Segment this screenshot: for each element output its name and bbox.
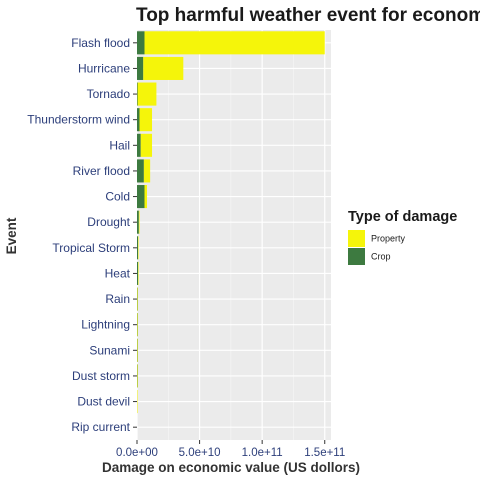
bar-property (138, 210, 140, 234)
bar-crop (137, 210, 139, 234)
y-tick-label: Lightning (81, 318, 130, 332)
bar-crop (137, 261, 139, 285)
y-tick-label: Rip current (71, 420, 130, 434)
plot-panel (137, 30, 331, 440)
bar-crop (137, 159, 144, 183)
y-tick-label: River flood (73, 164, 130, 178)
x-tick-label: 1.0e+11 (242, 447, 283, 459)
bar-crop (137, 133, 141, 157)
y-tick-label: Tropical Storm (52, 241, 130, 255)
x-axis-title: Damage on economic value (US dollors) (102, 460, 360, 475)
bar-property (144, 185, 148, 209)
y-axis-title: Event (4, 217, 19, 254)
x-tick-label: 0.0e+00 (116, 447, 158, 459)
legend-label-crop: Crop (371, 252, 391, 262)
plot-area: Flash flood Hurricane Tornado Thunderstorm … (27, 30, 345, 459)
y-tick-label: Dust devil (77, 395, 130, 409)
chart-title: Top harmful weather event for economy (136, 5, 480, 26)
y-tick-label: Dust storm (72, 369, 130, 383)
y-tick-label: Thunderstorm wind (27, 113, 130, 127)
bar-crop (137, 185, 145, 209)
y-tick-label: Heat (105, 266, 131, 280)
x-tick-label: 1.5e+11 (304, 447, 345, 459)
bar-property (138, 261, 139, 285)
bar-crop (137, 31, 145, 55)
bar-property (138, 236, 139, 260)
x-tick-label: 5.0e+10 (179, 447, 221, 459)
y-tick-label: Cold (105, 190, 130, 204)
legend: Type of damage Property Crop (348, 209, 457, 265)
bar-crop (137, 56, 144, 80)
y-tick-label: Hail (109, 138, 130, 152)
bar-property (140, 133, 153, 157)
legend-key-property (348, 230, 365, 247)
bar-property (137, 82, 157, 106)
bar-property (144, 31, 325, 55)
bar-property (137, 338, 138, 362)
y-tick-label: Flash flood (71, 36, 130, 50)
bar-crop (137, 108, 140, 132)
bar-property (137, 313, 138, 337)
bar-property (143, 56, 184, 80)
y-tick-label: Hurricane (78, 61, 130, 75)
y-tick-label: Drought (87, 215, 130, 229)
y-tick-label: Rain (105, 292, 130, 306)
bar-property (137, 364, 138, 388)
y-tick-label: Tornado (87, 87, 131, 101)
bar-property (139, 108, 153, 132)
bar-crop (137, 236, 139, 260)
bar-crop (137, 82, 138, 106)
bar-property (137, 287, 138, 311)
legend-label-property: Property (371, 234, 406, 244)
bar-property (137, 390, 138, 414)
y-tick-label: Sunami (89, 343, 130, 357)
legend-title: Type of damage (348, 209, 457, 225)
bar-property (143, 159, 151, 183)
legend-key-crop (348, 248, 365, 265)
